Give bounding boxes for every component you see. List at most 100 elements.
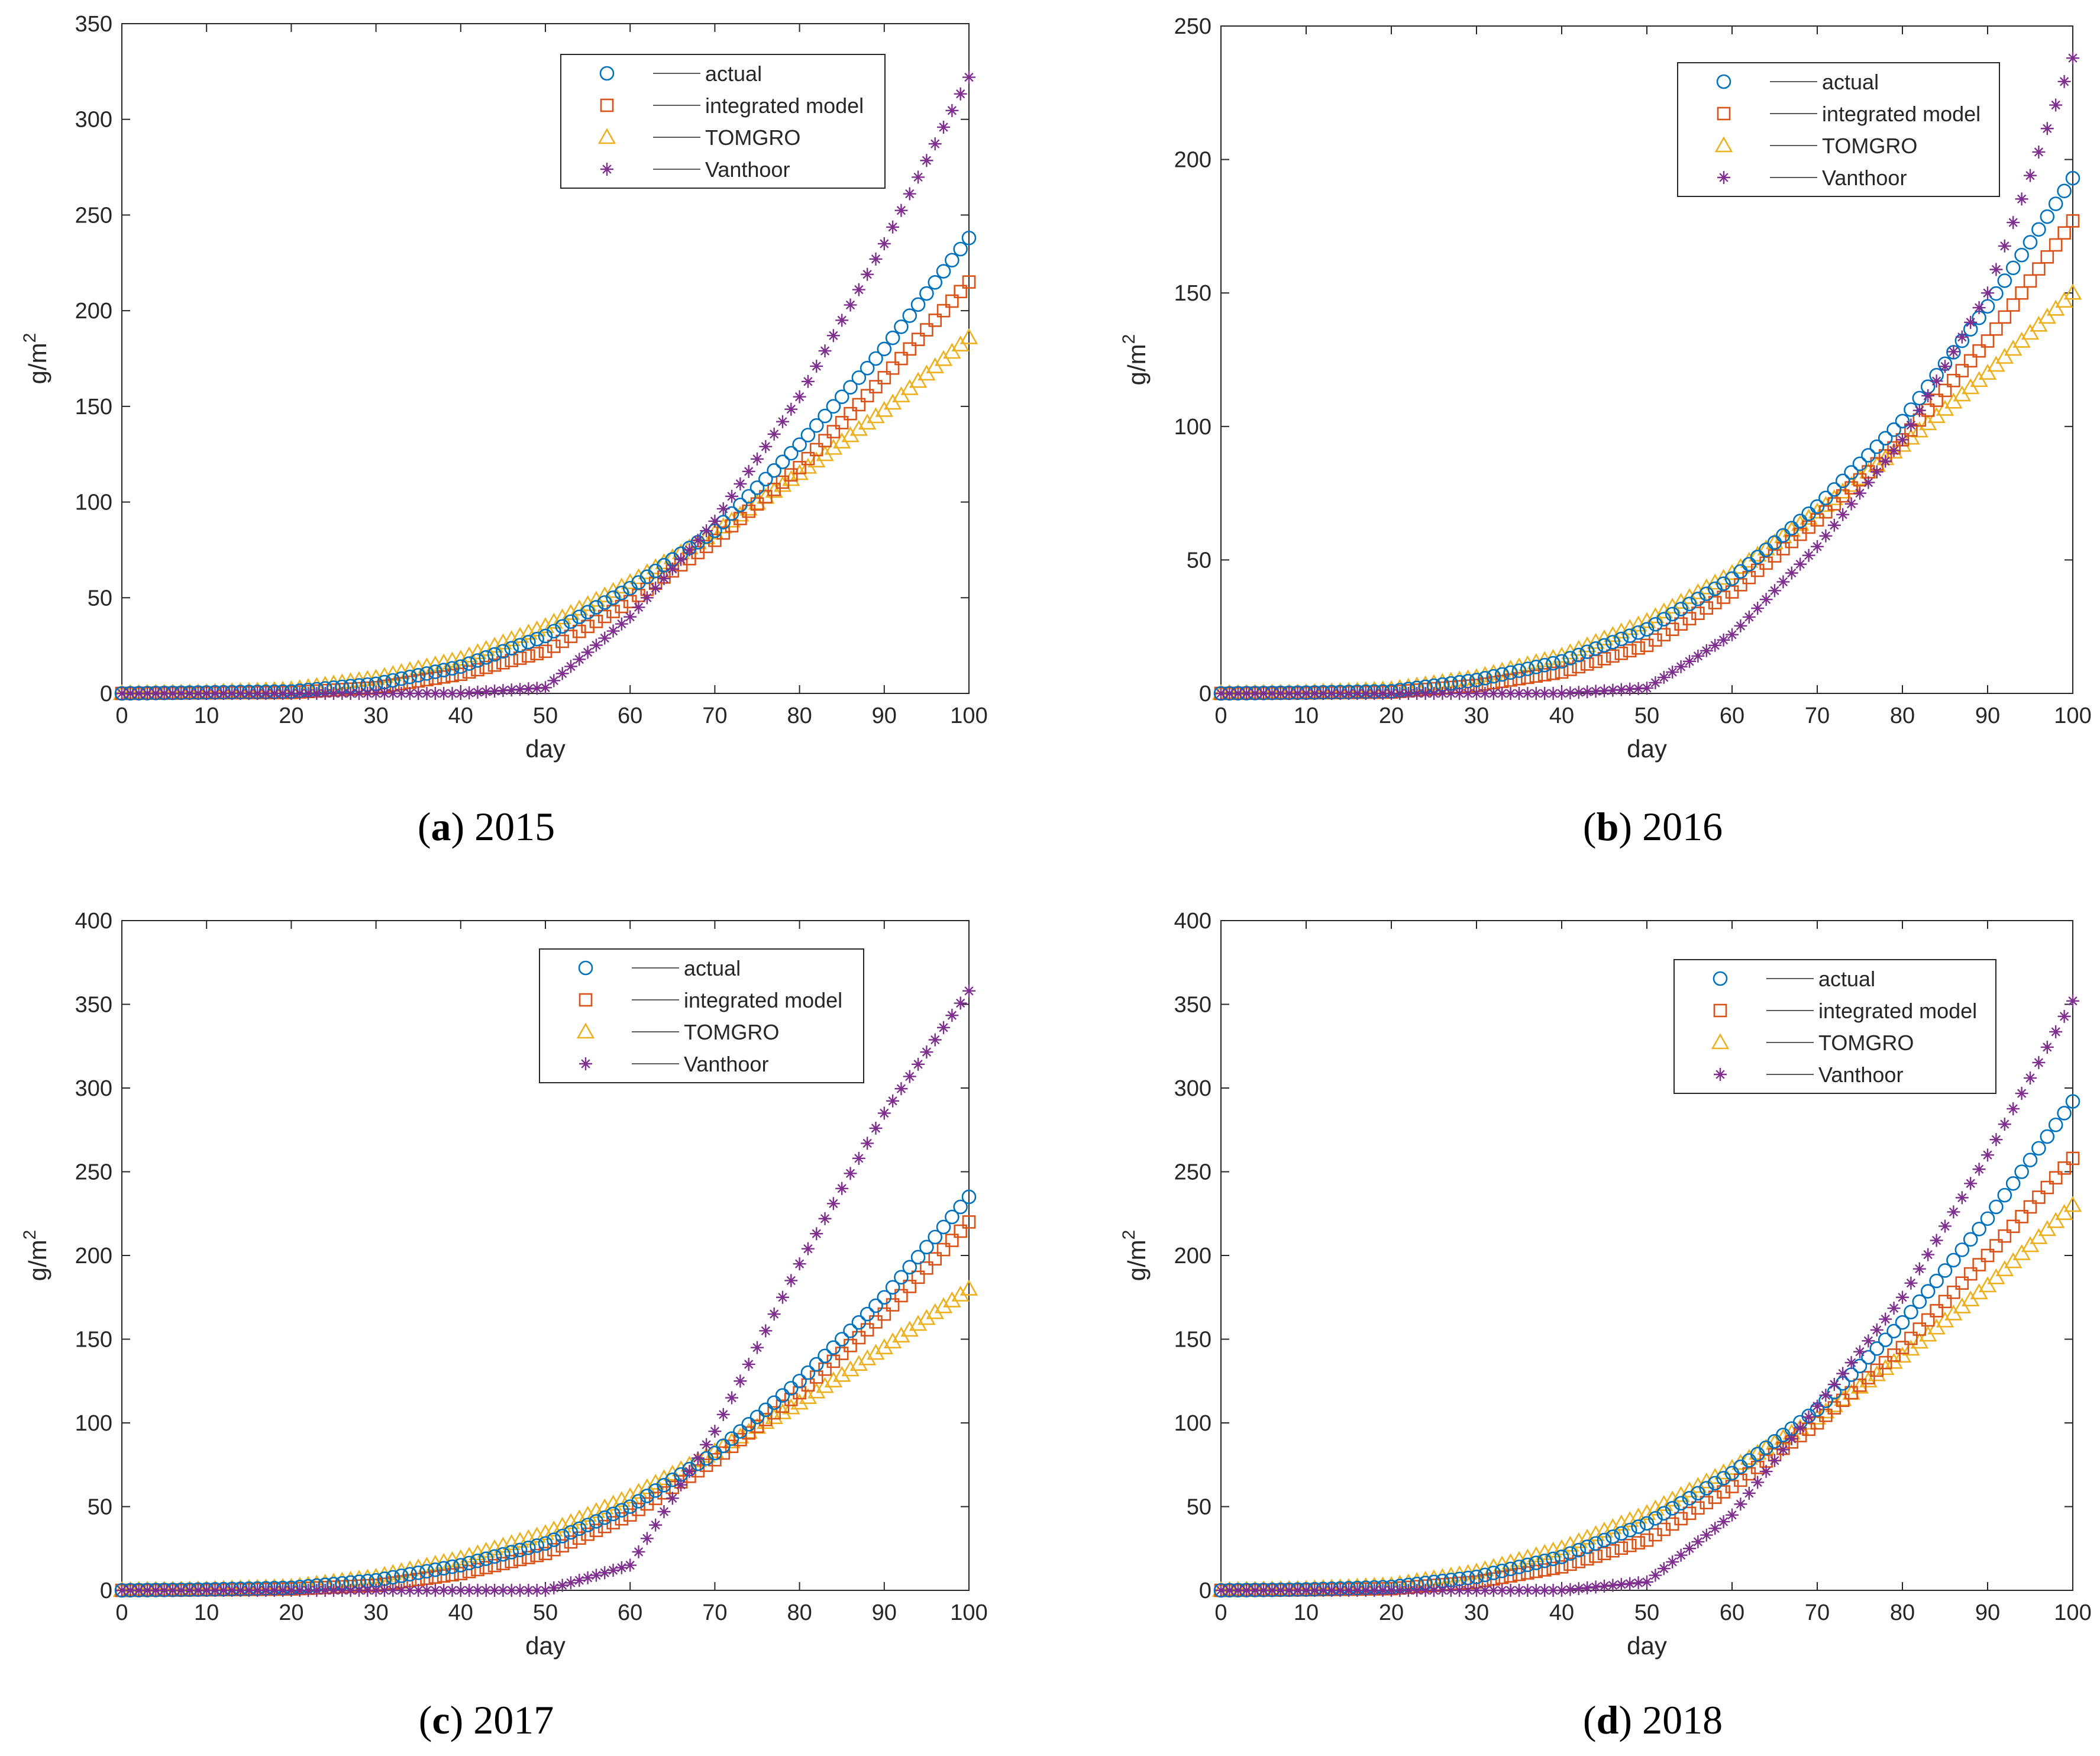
data-point: [1291, 1584, 1304, 1597]
data-point: [716, 526, 731, 540]
data-point: [733, 1424, 748, 1439]
data-point: [2030, 315, 2048, 332]
data-point: [522, 1584, 535, 1597]
data-point: [1537, 1563, 1552, 1577]
data-point: [860, 1323, 874, 1337]
data-point: [655, 553, 673, 570]
data-point: [767, 1395, 781, 1410]
data-point: [1487, 687, 1500, 700]
data-point: [1470, 1584, 1483, 1597]
data-point: [335, 1584, 349, 1597]
data-point: [759, 490, 773, 503]
data-point: [1529, 660, 1544, 674]
data-point: [1861, 448, 1876, 463]
data-point: [858, 1349, 877, 1366]
data-point: [1546, 666, 1560, 680]
y-tick-label: 150: [1174, 281, 1211, 306]
data-point: [961, 1189, 977, 1205]
data-point: [869, 1121, 883, 1135]
data-point: [1359, 687, 1372, 700]
data-point: [1569, 1532, 1588, 1548]
data-point: [801, 375, 815, 388]
data-point: [936, 1242, 951, 1257]
data-point: [547, 1581, 561, 1594]
panel-b: 0 10 20 30 40 50 60 70 80 90 100 0 50 100 150 200 250 day…: [1119, 14, 2092, 849]
data-point: [1351, 1584, 1364, 1597]
data-point: [1759, 593, 1773, 606]
data-point: [775, 1388, 790, 1403]
data-point: [1614, 1541, 1629, 1555]
data-point: [1852, 456, 1868, 472]
data-point: [1955, 364, 1969, 377]
data-point: [1595, 1521, 1614, 1538]
data-point: [479, 1551, 494, 1566]
data-point: [954, 285, 967, 299]
data-point: [954, 87, 967, 101]
data-point: [2040, 1040, 2054, 1054]
data-point: [1954, 1242, 1970, 1257]
data-point: [750, 1419, 764, 1433]
data-point: [606, 1516, 620, 1529]
data-point: [1656, 1506, 1672, 1521]
data-point: [587, 1502, 606, 1518]
x-tick-label: 40: [1549, 703, 1574, 728]
x-tick-label: 50: [533, 1600, 558, 1625]
data-point: [437, 687, 451, 700]
data-point: [436, 1561, 451, 1576]
data-point: [1989, 1199, 2004, 1215]
data-point: [1529, 1555, 1544, 1570]
data-point: [1776, 528, 1791, 543]
data-point: [580, 605, 595, 619]
data-point: [649, 582, 663, 595]
data-point: [776, 475, 790, 489]
data-point: [852, 283, 865, 296]
data-point: [894, 204, 908, 217]
data-point: [1649, 676, 1662, 689]
data-point: [573, 653, 586, 666]
data-point: [920, 323, 933, 337]
data-point: [1538, 1584, 1552, 1597]
data-point: [411, 674, 425, 688]
data-point: [1436, 1584, 1449, 1597]
x-tick-label: 20: [279, 1600, 303, 1625]
data-point: [1674, 660, 1688, 673]
caption-paren-close: ): [450, 1697, 474, 1742]
data-point: [589, 1514, 604, 1529]
data-point: [810, 1227, 823, 1241]
legend-label-vanthoor: Vanthoor: [684, 1052, 768, 1076]
data-point: [741, 1416, 756, 1432]
data-point: [1904, 402, 1918, 417]
data-point: [1606, 1579, 1620, 1592]
legend-marker-integrated-model: [1717, 106, 1731, 121]
data-point: [639, 1489, 655, 1503]
data-point: [2066, 214, 2080, 228]
data-point: [1844, 1386, 1858, 1400]
data-point: [1552, 1539, 1571, 1555]
data-point: [2049, 238, 2063, 252]
data-point: [1427, 687, 1440, 700]
data-point: [539, 1584, 552, 1597]
data-point: [1776, 1443, 1790, 1457]
data-point: [402, 669, 418, 685]
y-axis-label-text: g/m: [1123, 1239, 1151, 1281]
data-point: [868, 351, 883, 366]
data-point: [420, 1584, 434, 1597]
data-point: [1606, 649, 1620, 663]
data-point: [1912, 1262, 1926, 1276]
data-point: [1827, 482, 1842, 497]
data-point: [2038, 308, 2057, 324]
data-point: [1631, 641, 1645, 655]
panel-d: 0 10 20 30 40 50 60 70 80 90 100 0 50 100 150 200 250 300…: [1119, 909, 2092, 1742]
data-point: [1265, 1584, 1279, 1597]
data-point: [1401, 687, 1415, 700]
data-point: [1989, 263, 2003, 276]
data-point: [2014, 1164, 2029, 1179]
data-point: [488, 1584, 502, 1597]
data-point: [640, 1532, 654, 1545]
data-point: [1529, 687, 1543, 700]
data-point: [1810, 1416, 1824, 1430]
data-point: [1939, 360, 1952, 373]
data-point: [799, 1388, 818, 1405]
data-point: [1862, 1371, 1875, 1384]
y-tick-label: 300: [75, 1076, 112, 1101]
